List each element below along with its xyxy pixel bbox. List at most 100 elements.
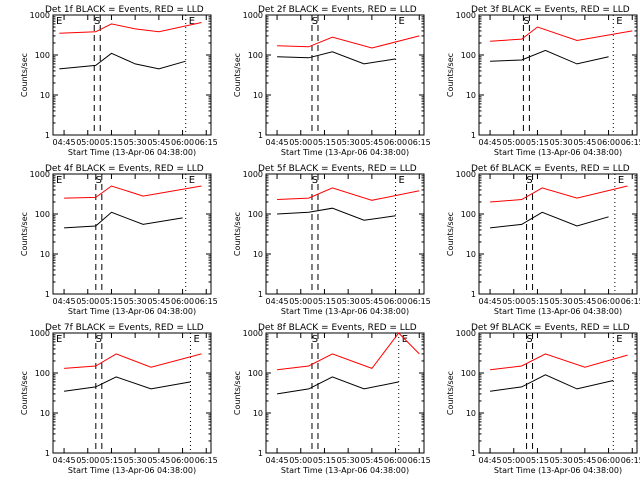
x-tick-label: 05:30 bbox=[124, 138, 147, 147]
panel-title: Det 5f BLACK = Events, RED = LLD bbox=[258, 164, 417, 174]
marker-label: S bbox=[526, 175, 532, 186]
y-axis-label: Counts/sec bbox=[233, 53, 242, 97]
marker-label: E bbox=[618, 175, 624, 186]
x-tick-label: 05:15 bbox=[526, 138, 549, 147]
x-tick-label: 06:00 bbox=[597, 297, 620, 306]
x-tick-label: 05:15 bbox=[526, 297, 549, 306]
panel-1: Det 1f BLACK = Events, RED = LLD 1 10 100 10… bbox=[20, 5, 218, 157]
marker-label: E bbox=[193, 334, 199, 345]
marker-label: S bbox=[523, 16, 529, 27]
marker-label: E bbox=[399, 16, 405, 27]
x-tick-label: 06:00 bbox=[597, 456, 620, 465]
x-tick-label: 05:00 bbox=[76, 456, 99, 465]
series-line-lld bbox=[490, 185, 628, 203]
x-tick-label: 06:00 bbox=[171, 297, 194, 306]
x-tick-label: 05:45 bbox=[360, 297, 383, 306]
x-axis-label: Start Time (13-Apr-06 04:38:00) bbox=[494, 466, 622, 475]
plot-frame bbox=[478, 173, 638, 295]
series-line-events bbox=[64, 211, 183, 229]
x-tick-label: 04:45 bbox=[53, 297, 76, 306]
x-tick-label: 05:00 bbox=[502, 456, 525, 465]
x-tick-label: 05:45 bbox=[573, 456, 596, 465]
x-axis-label: Start Time (13-Apr-06 04:38:00) bbox=[68, 148, 196, 157]
marker-label: S bbox=[526, 334, 532, 345]
marker-label: E bbox=[616, 334, 622, 345]
panel-title: Det 7f BLACK = Events, RED = LLD bbox=[45, 323, 204, 333]
x-tick-label: 05:30 bbox=[124, 297, 147, 306]
plot-frame bbox=[265, 173, 425, 295]
series-line-lld bbox=[64, 185, 202, 199]
panel-title: Det 3f BLACK = Events, RED = LLD bbox=[471, 5, 630, 15]
y-tick-label: 100 bbox=[248, 51, 263, 60]
marker-label: E bbox=[56, 175, 62, 186]
y-axis-label: Counts/sec bbox=[446, 212, 455, 256]
x-tick-label: 05:45 bbox=[360, 138, 383, 147]
y-axis-label: Counts/sec bbox=[446, 371, 455, 415]
x-tick-label: 06:15 bbox=[195, 456, 218, 465]
series-line-lld bbox=[490, 26, 633, 42]
y-tick-label: 1 bbox=[258, 449, 263, 458]
x-tick-label: 05:00 bbox=[76, 138, 99, 147]
y-tick-label: 10 bbox=[466, 409, 476, 418]
x-axis-label: Start Time (13-Apr-06 04:38:00) bbox=[68, 307, 196, 316]
x-tick-label: 04:45 bbox=[266, 297, 289, 306]
x-tick-label: 05:15 bbox=[313, 138, 336, 147]
x-tick-label: 05:00 bbox=[289, 456, 312, 465]
panel-title: Det 2f BLACK = Events, RED = LLD bbox=[258, 5, 417, 15]
y-axis-label: Counts/sec bbox=[233, 371, 242, 415]
series-line-lld bbox=[59, 22, 202, 34]
panel-6: Det 6f BLACK = Events, RED = LLD 1 10 100 10… bbox=[446, 164, 640, 316]
y-tick-label: 10 bbox=[253, 250, 263, 259]
marker-label: E bbox=[56, 16, 62, 27]
x-tick-label: 05:15 bbox=[100, 138, 123, 147]
x-tick-label: 05:30 bbox=[124, 456, 147, 465]
panel-title: Det 9f BLACK = Events, RED = LLD bbox=[471, 323, 630, 333]
x-tick-label: 04:45 bbox=[266, 138, 289, 147]
x-tick-label: 05:45 bbox=[573, 297, 596, 306]
x-tick-label: 04:45 bbox=[479, 138, 502, 147]
y-axis-label: Counts/sec bbox=[233, 212, 242, 256]
y-tick-label: 1000 bbox=[30, 11, 50, 20]
x-axis-label: Start Time (13-Apr-06 04:38:00) bbox=[281, 148, 409, 157]
y-tick-label: 10 bbox=[253, 91, 263, 100]
y-tick-label: 100 bbox=[461, 51, 476, 60]
marker-label: E bbox=[189, 175, 195, 186]
marker-label: S bbox=[96, 175, 102, 186]
marker-label: E bbox=[189, 16, 195, 27]
y-tick-label: 10 bbox=[466, 91, 476, 100]
x-tick-label: 05:00 bbox=[289, 138, 312, 147]
x-tick-label: 06:00 bbox=[597, 138, 620, 147]
x-tick-label: 06:15 bbox=[408, 138, 431, 147]
y-tick-label: 1 bbox=[45, 131, 50, 140]
y-tick-label: 10 bbox=[40, 250, 50, 259]
y-tick-label: 1 bbox=[45, 290, 50, 299]
y-tick-label: 1000 bbox=[243, 170, 263, 179]
x-axis-label: Start Time (13-Apr-06 04:38:00) bbox=[68, 466, 196, 475]
marker-label: S bbox=[96, 334, 102, 345]
x-tick-label: 06:15 bbox=[621, 138, 640, 147]
series-line-events bbox=[490, 211, 609, 229]
x-tick-label: 06:15 bbox=[621, 456, 640, 465]
x-tick-label: 05:30 bbox=[337, 456, 360, 465]
marker-label: S bbox=[312, 16, 318, 27]
x-tick-label: 04:45 bbox=[479, 297, 502, 306]
x-tick-label: 05:45 bbox=[573, 138, 596, 147]
series-line-lld bbox=[277, 35, 420, 49]
series-line-events bbox=[64, 376, 191, 392]
y-tick-label: 1 bbox=[258, 131, 263, 140]
y-tick-label: 100 bbox=[461, 369, 476, 378]
y-tick-label: 10 bbox=[253, 409, 263, 418]
y-tick-label: 100 bbox=[35, 210, 50, 219]
y-tick-label: 100 bbox=[35, 51, 50, 60]
x-tick-label: 06:00 bbox=[171, 138, 194, 147]
panel-title: Det 1f BLACK = Events, RED = LLD bbox=[45, 5, 204, 15]
y-tick-label: 1000 bbox=[30, 329, 50, 338]
y-tick-label: 100 bbox=[248, 210, 263, 219]
marker-label: E bbox=[399, 175, 405, 186]
marker-label: S bbox=[94, 16, 100, 27]
x-tick-label: 05:15 bbox=[526, 456, 549, 465]
y-tick-label: 1000 bbox=[243, 11, 263, 20]
x-tick-label: 04:45 bbox=[479, 456, 502, 465]
x-tick-label: 05:45 bbox=[147, 456, 170, 465]
x-tick-label: 05:15 bbox=[100, 297, 123, 306]
